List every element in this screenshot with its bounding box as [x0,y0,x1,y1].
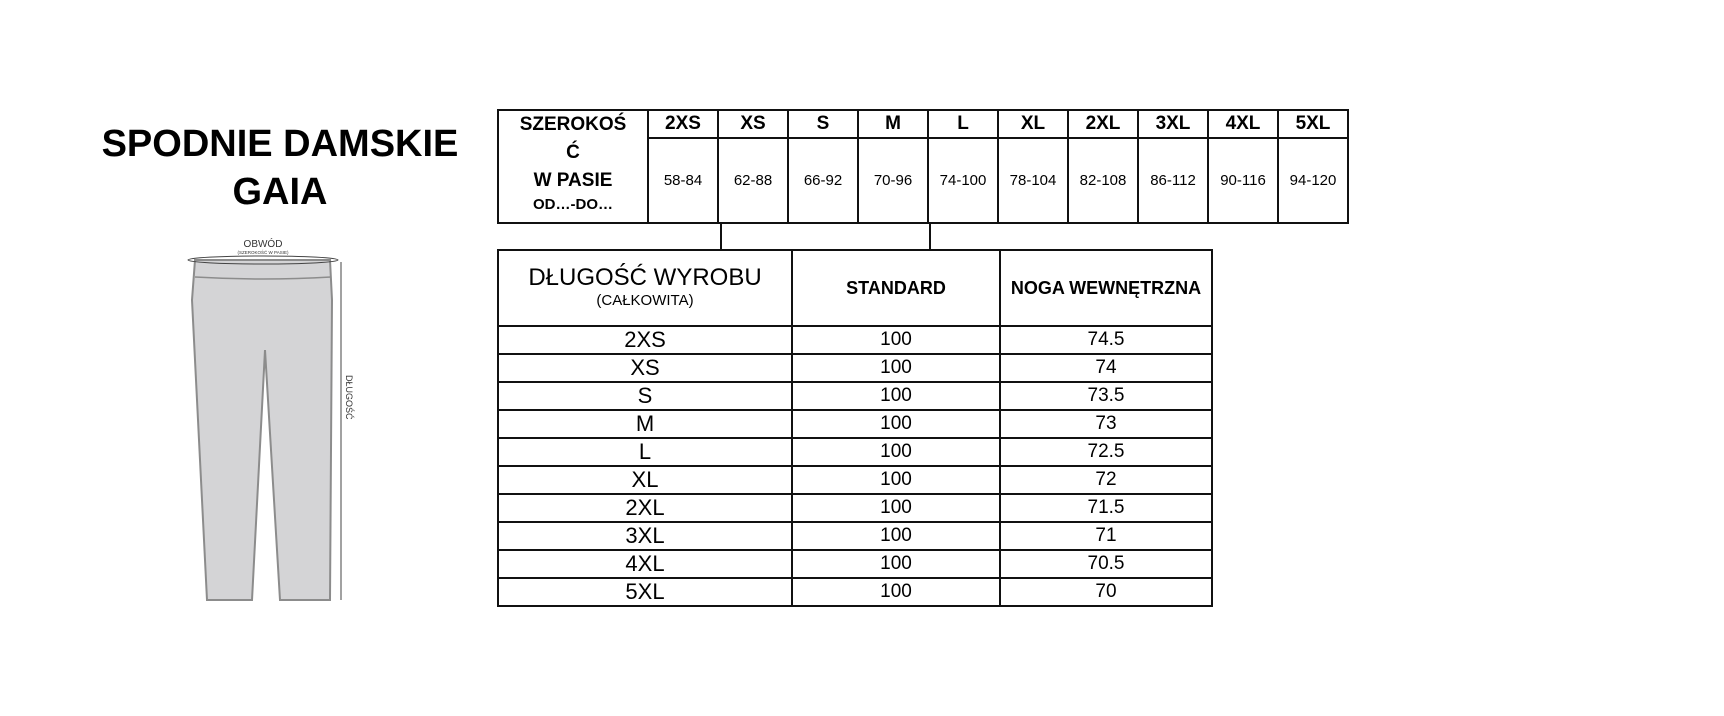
size-cell: 4XL [1207,109,1279,139]
size-cell: XL [997,109,1069,139]
range-cell: 66-92 [787,137,859,224]
size-cell: 5XL [1277,109,1349,139]
size-cell: S [497,381,793,411]
table-row: M 100 73 [497,409,1213,439]
size-cell: M [857,109,929,139]
page-title: SPODNIE DAMSKIE GAIA [101,123,459,213]
size-cell: 5XL [497,577,793,607]
range-cell: 82-108 [1067,137,1139,224]
range-cell: 74-100 [927,137,999,224]
table-row: S 100 73.5 [497,381,1213,411]
waist-range-row: 58-84 62-88 66-92 70-96 74-100 78-104 82… [498,137,1349,224]
waist-table: SZEROKOŚ Ć W PASIE OD…-DO… 2XS XS S M L … [497,109,1349,224]
table-row: 2XL 100 71.5 [497,493,1213,523]
waist-label: OBWÓD [244,237,283,250]
waist-measure [187,255,339,265]
inner-leg-cell: 71.5 [999,493,1213,523]
size-cell: XL [497,465,793,495]
pants-shape [190,259,334,601]
waist-label-cell: SZEROKOŚ Ć W PASIE OD…-DO… [497,109,649,224]
size-cell: S [787,109,859,139]
inner-leg-cell: 73 [999,409,1213,439]
size-cell: XS [497,353,793,383]
size-cell: 2XS [497,325,793,355]
range-cell: 58-84 [647,137,719,224]
standard-cell: 100 [791,437,1001,467]
standard-cell: 100 [791,325,1001,355]
table-row: XS 100 74 [497,353,1213,383]
range-cell: 86-112 [1137,137,1209,224]
waistband-line [194,276,332,280]
standard-cell: 100 [791,521,1001,551]
waist-size-row: SZEROKOŚ Ć W PASIE OD…-DO… 2XS XS S M L … [497,109,1349,224]
standard-header: STANDARD [791,249,1001,327]
inner-leg-cell: 73.5 [999,381,1213,411]
table-row: 4XL 100 70.5 [497,549,1213,579]
table-row: 3XL 100 71 [497,521,1213,551]
standard-cell: 100 [791,493,1001,523]
length-label: DŁUGOŚĆ [344,375,355,420]
length-header-row: DŁUGOŚĆ WYROBU (CAŁKOWITA) STANDARD NOGA… [497,249,1213,327]
table-row: 5XL 100 70 [497,577,1213,607]
size-cell: XS [717,109,789,139]
inner-leg-cell: 70 [999,577,1213,607]
size-cell: 2XS [647,109,719,139]
connector-line [720,222,722,249]
inner-leg-cell: 72.5 [999,437,1213,467]
pants-diagram: OBWÓD (SZEROKOŚĆ W PASIE) DŁUGOŚĆ [187,237,355,601]
size-cell: 3XL [497,521,793,551]
inner-leg-cell: 72 [999,465,1213,495]
standard-cell: 100 [791,381,1001,411]
size-cell: M [497,409,793,439]
inner-leg-cell: 70.5 [999,549,1213,579]
range-cell: 62-88 [717,137,789,224]
size-cell: L [497,437,793,467]
length-table: DŁUGOŚĆ WYROBU (CAŁKOWITA) STANDARD NOGA… [497,249,1213,607]
inner-leg-cell: 71 [999,521,1213,551]
connector-line [929,222,931,249]
table-row: XL 100 72 [497,465,1213,495]
standard-cell: 100 [791,549,1001,579]
standard-cell: 100 [791,465,1001,495]
size-cell: 4XL [497,549,793,579]
range-cell: 78-104 [997,137,1069,224]
inner-leg-header: NOGA WEWNĘTRZNA [999,249,1213,327]
size-cell: 2XL [497,493,793,523]
range-cell: 70-96 [857,137,929,224]
standard-cell: 100 [791,577,1001,607]
length-header-cell: DŁUGOŚĆ WYROBU (CAŁKOWITA) [497,249,793,327]
waist-sublabel: (SZEROKOŚĆ W PASIE) [238,248,289,255]
size-cell: 3XL [1137,109,1209,139]
range-cell: 94-120 [1277,137,1349,224]
table-row: 2XS 100 74.5 [497,325,1213,355]
size-cell: 2XL [1067,109,1139,139]
standard-cell: 100 [791,353,1001,383]
table-row: L 100 72.5 [497,437,1213,467]
size-cell: L [927,109,999,139]
inner-leg-cell: 74.5 [999,325,1213,355]
standard-cell: 100 [791,409,1001,439]
range-cell: 90-116 [1207,137,1279,224]
inner-leg-cell: 74 [999,353,1213,383]
